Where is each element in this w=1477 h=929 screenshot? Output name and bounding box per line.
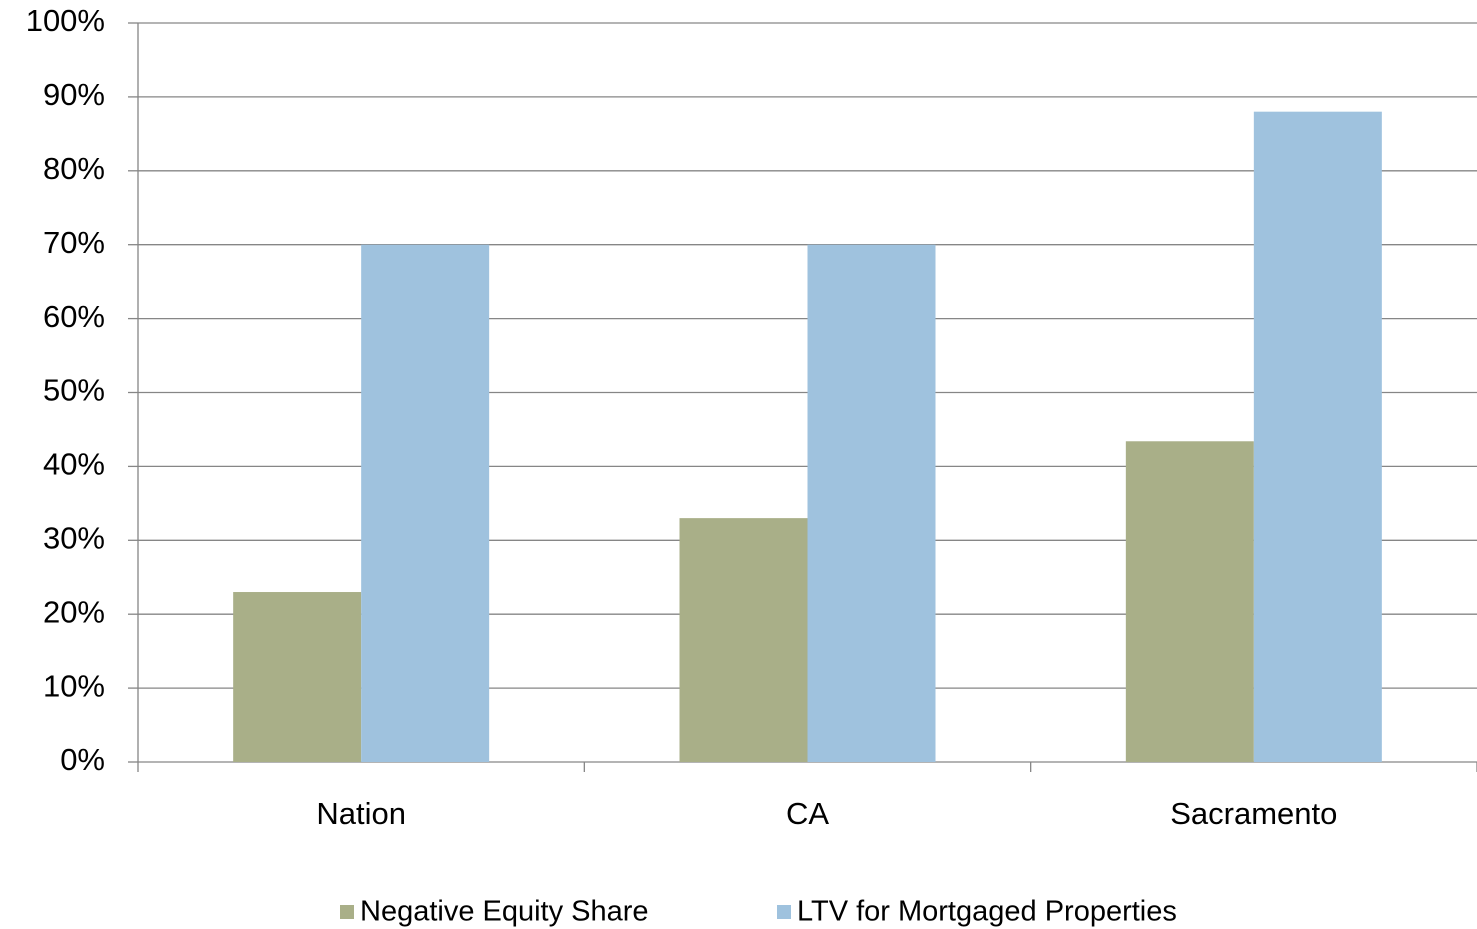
x-tick-label: Sacramento: [1170, 796, 1337, 831]
bar: [807, 244, 936, 762]
y-tick-label: 60%: [43, 299, 105, 334]
y-tick-label: 70%: [43, 225, 105, 260]
y-tick-label: 90%: [43, 77, 105, 112]
y-tick-label: 10%: [43, 668, 105, 703]
bar: [1253, 111, 1382, 763]
x-tick-label: CA: [786, 796, 829, 831]
bar: [679, 518, 808, 762]
y-tick-label: 40%: [43, 447, 105, 482]
legend-swatch: [777, 905, 791, 919]
legend-label: Negative Equity Share: [360, 896, 649, 928]
x-tick-label: Nation: [316, 796, 406, 831]
bar: [233, 592, 362, 762]
legend-label: LTV for Mortgaged Properties: [797, 896, 1177, 928]
legend: Negative Equity Share LTV for Mortgaged P…: [340, 896, 1177, 928]
y-tick-label: 30%: [43, 520, 105, 555]
y-tick-label: 50%: [43, 373, 105, 408]
y-tick-label: 0%: [60, 742, 105, 777]
legend-swatch: [340, 905, 354, 919]
y-tick-label: 100%: [26, 3, 105, 38]
y-tick-label: 80%: [43, 151, 105, 186]
y-tick-label: 20%: [43, 594, 105, 629]
bar: [1125, 441, 1254, 762]
bar: [361, 244, 490, 762]
